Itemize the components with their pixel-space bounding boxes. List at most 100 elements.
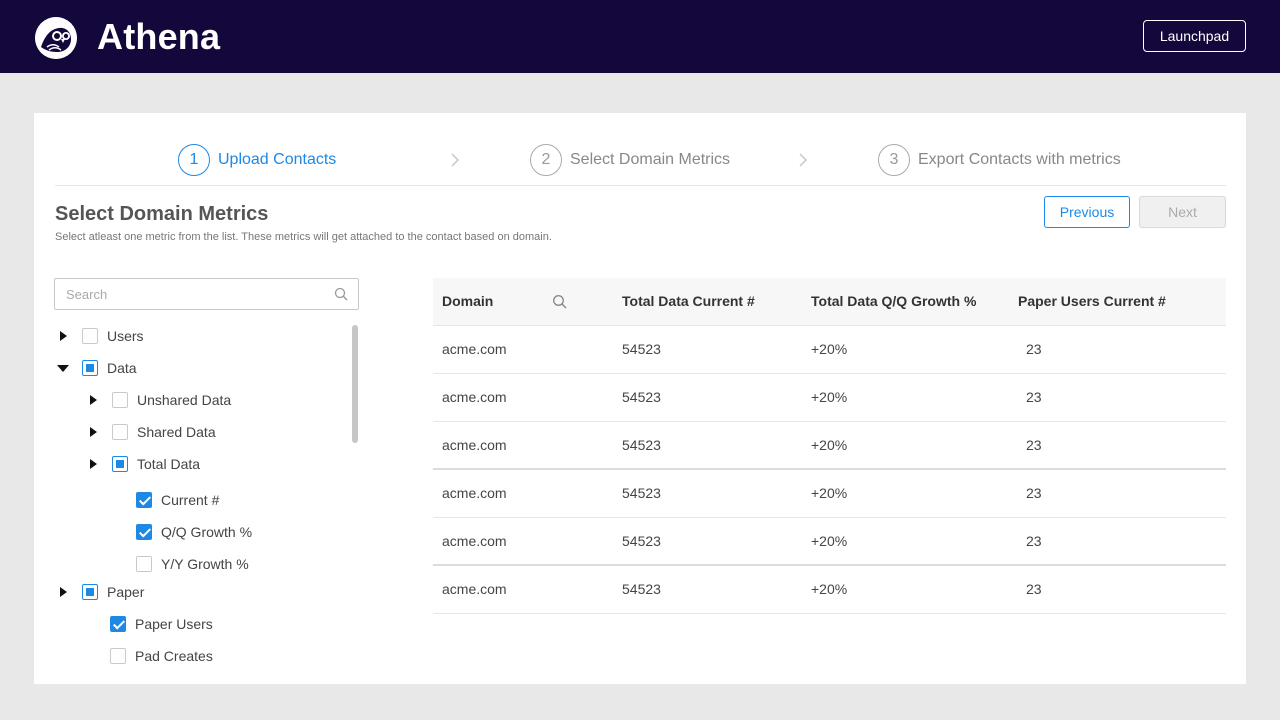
cell-domain: acme.com: [442, 581, 507, 597]
caret-right-icon[interactable]: [87, 394, 99, 406]
tree-item-total-data[interactable]: Total Data: [112, 454, 200, 474]
cell-total-data-current: 54523: [622, 533, 661, 549]
tree-item-label: Current #: [161, 492, 220, 508]
checkbox-icon[interactable]: [112, 456, 128, 472]
tree-item-label: Y/Y Growth %: [161, 556, 249, 572]
caret-right-icon[interactable]: [87, 426, 99, 438]
search-icon[interactable]: [334, 287, 348, 301]
column-header-paper-users-current[interactable]: Paper Users Current #: [1018, 293, 1166, 309]
table-row[interactable]: acme.com 54523 +20% 23: [433, 566, 1226, 614]
tree-item-shared-data[interactable]: Shared Data: [112, 422, 216, 442]
chevron-right-icon: [799, 153, 808, 167]
cell-total-data-current: 54523: [622, 581, 661, 597]
tree-item-label: Data: [107, 360, 137, 376]
tree-item-yy-growth[interactable]: Y/Y Growth %: [136, 554, 249, 574]
search-input[interactable]: [55, 279, 315, 309]
tree-item-label: Users: [107, 328, 144, 344]
cell-paper-users-current: 23: [1026, 437, 1042, 453]
cell-total-data-current: 54523: [622, 341, 661, 357]
table-row[interactable]: acme.com 54523 +20% 23: [433, 470, 1226, 518]
checkbox-icon[interactable]: [82, 328, 98, 344]
cell-domain: acme.com: [442, 341, 507, 357]
cell-total-data-current: 54523: [622, 485, 661, 501]
tree-item-qq-growth[interactable]: Q/Q Growth %: [136, 522, 252, 542]
owl-logo-icon: [35, 17, 77, 59]
caret-right-icon[interactable]: [57, 586, 69, 598]
table-row[interactable]: acme.com 54523 +20% 23: [433, 326, 1226, 374]
table-row[interactable]: acme.com 54523 +20% 23: [433, 374, 1226, 422]
table-row[interactable]: acme.com 54523 +20% 23: [433, 518, 1226, 566]
caret-down-icon[interactable]: [57, 362, 69, 374]
step-label: Upload Contacts: [218, 151, 337, 168]
search-icon[interactable]: [552, 294, 567, 309]
checkbox-icon[interactable]: [136, 492, 152, 508]
step-number: 3: [878, 144, 910, 176]
step-number: 1: [178, 144, 210, 176]
column-header-domain[interactable]: Domain: [442, 293, 494, 309]
previous-button[interactable]: Previous: [1044, 196, 1130, 228]
app-title: Athena: [97, 16, 221, 57]
checkbox-icon[interactable]: [110, 648, 126, 664]
tree-item-label: Pad Creates: [135, 648, 213, 664]
cell-total-data-qq-growth: +20%: [811, 341, 848, 357]
metrics-table: Domain Total Data Current # Total Data Q…: [433, 278, 1226, 614]
table-header: Domain Total Data Current # Total Data Q…: [433, 278, 1226, 326]
checkbox-icon[interactable]: [112, 424, 128, 440]
cell-total-data-current: 54523: [622, 389, 661, 405]
cell-domain: acme.com: [442, 389, 507, 405]
tree-item-paper[interactable]: Paper: [82, 582, 144, 602]
step-upload-contacts[interactable]: 1 Upload Contacts: [178, 144, 336, 176]
tree-scrollbar[interactable]: [352, 325, 358, 443]
cell-total-data-qq-growth: +20%: [811, 533, 848, 549]
table-row[interactable]: acme.com 54523 +20% 23: [433, 422, 1226, 470]
cell-total-data-current: 54523: [622, 437, 661, 453]
cell-total-data-qq-growth: +20%: [811, 485, 848, 501]
cell-paper-users-current: 23: [1026, 485, 1042, 501]
cell-total-data-qq-growth: +20%: [811, 437, 848, 453]
cell-paper-users-current: 23: [1026, 581, 1042, 597]
checkbox-icon[interactable]: [136, 556, 152, 572]
tree-item-data[interactable]: Data: [82, 358, 137, 378]
step-export-contacts[interactable]: 3 Export Contacts with metrics: [878, 144, 1121, 176]
tree-item-paper-users[interactable]: Paper Users: [110, 614, 213, 634]
checkbox-icon[interactable]: [136, 524, 152, 540]
wizard-card: 1 Upload Contacts 2 Select Domain Metric…: [34, 113, 1246, 684]
step-select-domain-metrics[interactable]: 2 Select Domain Metrics: [530, 144, 730, 176]
top-bar: Athena Launchpad: [0, 0, 1280, 73]
tree-item-label: Paper: [107, 584, 145, 600]
page-subtitle: Select atleast one metric from the list.…: [55, 231, 552, 243]
tree-item-unshared-data[interactable]: Unshared Data: [112, 390, 231, 410]
step-label: Export Contacts with metrics: [918, 151, 1121, 168]
tree-item-label: Q/Q Growth %: [161, 524, 253, 540]
tree-item-label: Unshared Data: [137, 392, 232, 408]
tree-item-label: Paper Users: [135, 616, 213, 632]
metric-search: [54, 278, 359, 310]
column-header-total-data-current[interactable]: Total Data Current #: [622, 293, 755, 309]
chevron-right-icon: [451, 153, 460, 167]
next-button[interactable]: Next: [1139, 196, 1226, 228]
column-header-total-data-qq-growth[interactable]: Total Data Q/Q Growth %: [811, 293, 977, 309]
checkbox-icon[interactable]: [112, 392, 128, 408]
divider: [55, 185, 1226, 186]
page-title: Select Domain Metrics: [55, 203, 269, 225]
cell-domain: acme.com: [442, 485, 507, 501]
cell-paper-users-current: 23: [1026, 389, 1042, 405]
caret-right-icon[interactable]: [87, 458, 99, 470]
caret-right-icon[interactable]: [57, 330, 69, 342]
checkbox-icon[interactable]: [82, 360, 98, 376]
tree-item-label: Total Data: [137, 456, 201, 472]
checkbox-icon[interactable]: [82, 584, 98, 600]
step-number: 2: [530, 144, 562, 176]
tree-item-pad-creates[interactable]: Pad Creates: [110, 646, 213, 666]
tree-item-label: Shared Data: [137, 424, 216, 440]
checkbox-icon[interactable]: [110, 616, 126, 632]
cell-total-data-qq-growth: +20%: [811, 389, 848, 405]
cell-total-data-qq-growth: +20%: [811, 581, 848, 597]
tree-item-current[interactable]: Current #: [136, 490, 219, 510]
cell-domain: acme.com: [442, 533, 507, 549]
table-body: acme.com 54523 +20% 23 acme.com 54523 +20% 23 ac…: [433, 326, 1226, 614]
cell-paper-users-current: 23: [1026, 533, 1042, 549]
tree-item-users[interactable]: Users: [82, 326, 144, 346]
launchpad-button[interactable]: Launchpad: [1143, 20, 1246, 52]
cell-domain: acme.com: [442, 437, 507, 453]
